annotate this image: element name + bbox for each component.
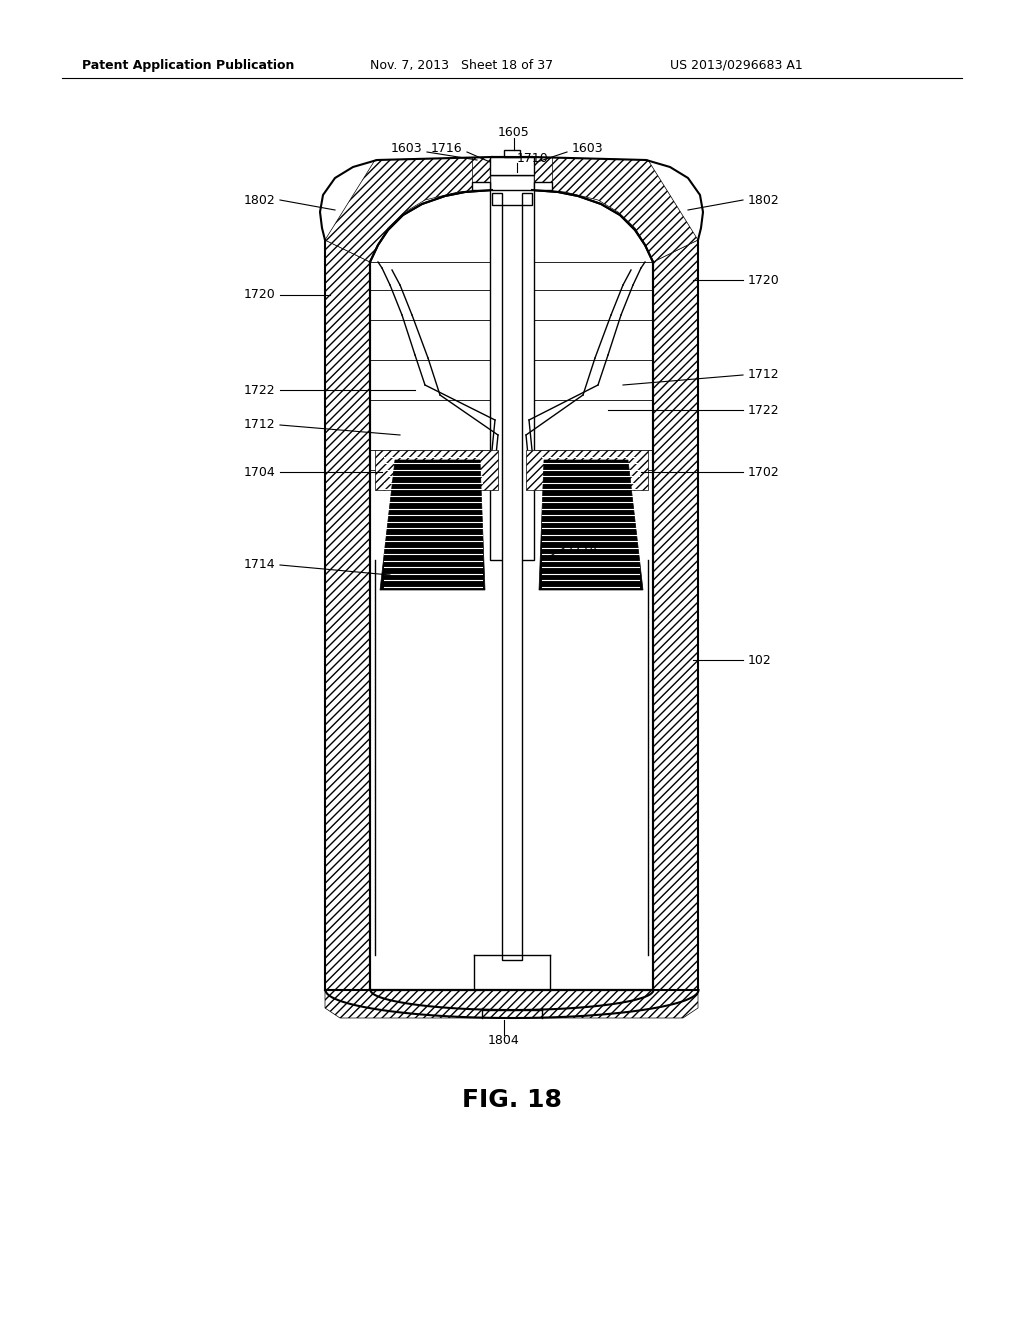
Polygon shape [325, 240, 370, 990]
Polygon shape [534, 182, 552, 190]
Polygon shape [472, 182, 490, 190]
Polygon shape [492, 193, 502, 205]
Text: 1605: 1605 [498, 127, 529, 140]
Text: FIG. 18: FIG. 18 [462, 1088, 562, 1111]
Text: 1722: 1722 [244, 384, 275, 396]
Polygon shape [375, 450, 498, 490]
Text: 1710: 1710 [517, 152, 549, 165]
Polygon shape [504, 150, 520, 157]
Polygon shape [325, 990, 698, 1018]
Polygon shape [370, 157, 653, 990]
Polygon shape [502, 205, 522, 960]
Text: 1714: 1714 [244, 558, 275, 572]
Text: 1722: 1722 [748, 404, 779, 417]
Polygon shape [472, 157, 490, 182]
Text: 1702: 1702 [748, 466, 779, 479]
Polygon shape [526, 450, 648, 490]
Polygon shape [653, 240, 698, 990]
Polygon shape [380, 459, 485, 590]
Text: 1720: 1720 [748, 273, 779, 286]
Text: US 2013/0296683 A1: US 2013/0296683 A1 [670, 58, 803, 71]
Text: 1714: 1714 [567, 541, 599, 554]
Text: 1804: 1804 [488, 1034, 520, 1047]
Polygon shape [325, 157, 492, 261]
Polygon shape [539, 459, 643, 590]
Text: 1712: 1712 [244, 418, 275, 432]
Polygon shape [522, 193, 532, 205]
Text: 102: 102 [748, 653, 772, 667]
Polygon shape [490, 176, 534, 560]
Polygon shape [534, 157, 552, 182]
Text: Nov. 7, 2013   Sheet 18 of 37: Nov. 7, 2013 Sheet 18 of 37 [370, 58, 553, 71]
Text: 1802: 1802 [244, 194, 275, 206]
Text: 1712: 1712 [748, 368, 779, 381]
Text: 1720: 1720 [244, 289, 275, 301]
Polygon shape [490, 157, 534, 176]
Text: 1802: 1802 [748, 194, 779, 206]
Polygon shape [532, 157, 698, 261]
Text: 1704: 1704 [244, 466, 275, 479]
Text: 1716: 1716 [430, 141, 462, 154]
Text: Patent Application Publication: Patent Application Publication [82, 58, 294, 71]
Text: 1603: 1603 [390, 141, 422, 154]
Text: 1603: 1603 [572, 141, 603, 154]
